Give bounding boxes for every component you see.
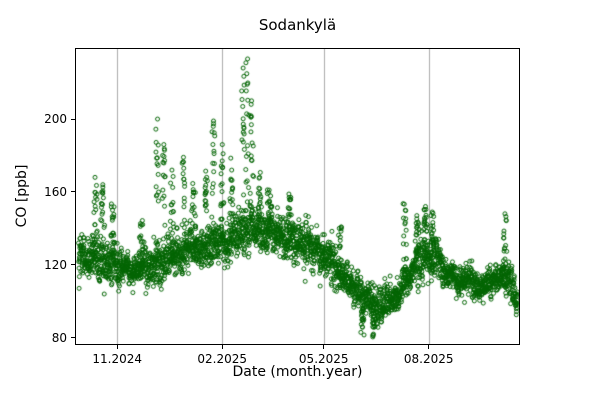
x-tick-mark [221, 345, 223, 349]
x-axis-label: Date (month.year) [232, 364, 363, 380]
x-tick-label: 02.2025 [197, 352, 247, 366]
scatter-plot-canvas [75, 48, 520, 345]
y-tick-mark [71, 337, 75, 339]
x-tick-label: 05.2025 [298, 352, 349, 366]
y-tick-mark [71, 264, 75, 266]
x-tick-label: 08.2025 [403, 352, 454, 366]
x-tick-label: 11.2024 [92, 352, 143, 366]
x-tick-mark [116, 345, 118, 349]
y-tick-mark [71, 118, 75, 120]
y-tick-label: 120 [44, 257, 67, 272]
x-tick-mark [428, 345, 430, 349]
y-tick-label: 80 [51, 330, 67, 345]
y-tick-mark [71, 191, 75, 193]
y-tick-label: 200 [44, 112, 67, 127]
y-tick-label: 160 [44, 184, 67, 199]
x-tick-mark [323, 345, 325, 349]
chart-title: Sodankylä [258, 16, 337, 34]
